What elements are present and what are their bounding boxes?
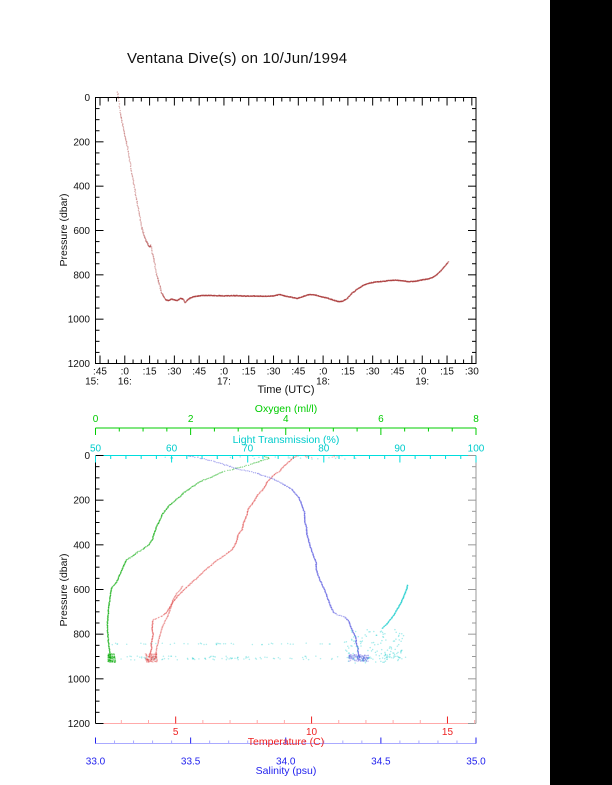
- cluster-transmission-plume-streak-upper: [111, 642, 331, 646]
- tick-label: :15: [242, 367, 256, 378]
- cluster-temperature-bottom-blob: [144, 653, 158, 663]
- tick-label: 1000: [68, 674, 91, 685]
- tick-label: 0: [84, 451, 90, 462]
- tick-label: 33.0: [86, 757, 106, 768]
- tick-label: 400: [73, 540, 90, 551]
- bottom-plot-y-axis-title: Pressure (dbar): [58, 553, 70, 627]
- oxygen-axis: 0 2 4 6 8: [93, 414, 479, 435]
- top-plot-y-axis-title: Pressure (dbar): [58, 193, 70, 267]
- tick-label: 60: [166, 444, 178, 455]
- tick-label: 35.0: [466, 757, 486, 768]
- tick-label: :0: [319, 367, 328, 378]
- salinity-axis-title: Salinity (psu): [255, 765, 317, 777]
- cluster-salinity-bottom-blob: [347, 653, 370, 663]
- tick-label: 33.5: [181, 757, 201, 768]
- tick-label: 5: [173, 727, 179, 738]
- tick-label: 200: [73, 496, 90, 507]
- cluster-transmission-bottom-cloud: [343, 628, 405, 664]
- tick-label: 0: [84, 93, 90, 104]
- tick-label: :45: [291, 367, 305, 378]
- tick-label: :30: [465, 367, 479, 378]
- tick-label: 18:: [316, 377, 330, 388]
- tick-label: 17:: [217, 377, 231, 388]
- tick-label: 200: [73, 137, 90, 148]
- series-transmission-deep-profile: [381, 584, 409, 630]
- tick-label: 70: [242, 444, 254, 455]
- tick-label: :30: [167, 367, 181, 378]
- tick-label: :0: [418, 367, 427, 378]
- bottom-plot-tick-labels: 0 200 400 600 800 1000 1200: [68, 451, 91, 730]
- tick-label: 800: [73, 630, 90, 641]
- temperature-axis: 5 10 15: [120, 716, 476, 738]
- tick-label: 8: [473, 414, 479, 425]
- top-plot-tick-labels: 020040060080010001200:45:0:15:30:45:0:15…: [68, 93, 479, 388]
- tick-label: :15: [341, 367, 355, 378]
- tick-label: :15: [143, 367, 157, 378]
- tick-label: 0: [93, 414, 99, 425]
- tick-label: 10: [306, 727, 318, 738]
- tick-label: 80: [318, 444, 330, 455]
- tick-label: :30: [267, 367, 281, 378]
- tick-label: 400: [73, 182, 90, 193]
- top-plot-x-axis-title: Time (UTC): [257, 384, 315, 396]
- series-temperature-downcast: [148, 455, 298, 658]
- tick-label: 19:: [415, 377, 429, 388]
- series-temperature-upcast: [154, 585, 184, 658]
- tick-label: :45: [391, 367, 405, 378]
- tick-label: 600: [73, 585, 90, 596]
- series-oxygen-profile: [106, 455, 270, 659]
- tick-label: :45: [93, 367, 107, 378]
- cluster-transmission-surface-scatter: [164, 455, 357, 460]
- bottom-plot-frame: [95, 455, 477, 724]
- bottom-plot-ticks: [95, 455, 476, 724]
- tick-label: 1200: [68, 719, 91, 730]
- right-filmstrip-bar: [550, 0, 612, 785]
- temperature-axis-title: Temperature (C): [247, 736, 325, 748]
- salinity-axis: 33.0 33.5 34.0 34.5 35.0: [86, 737, 486, 768]
- tick-label: :0: [121, 367, 130, 378]
- tick-label: 16:: [118, 377, 132, 388]
- series-dive-pressure-profile: [116, 91, 450, 304]
- tick-label: :15: [440, 367, 454, 378]
- tick-label: 1000: [68, 315, 91, 326]
- tick-label: 34.5: [371, 757, 391, 768]
- tick-label: :45: [192, 367, 206, 378]
- tick-label: 600: [73, 226, 90, 237]
- tick-label: 1200: [68, 359, 91, 370]
- tick-label: 4: [283, 414, 289, 425]
- page-title: Ventana Dive(s) on 10/Jun/1994: [127, 50, 348, 67]
- tick-label: 100: [468, 444, 485, 455]
- top-plot-ticks: [95, 97, 476, 364]
- top-plot-frame: [95, 97, 477, 364]
- light-transmission-axis: 50 60 70 80 90 100: [90, 444, 485, 463]
- tick-label: 2: [188, 414, 194, 425]
- tick-label: :30: [366, 367, 380, 378]
- tick-label: 90: [394, 444, 406, 455]
- tick-label: :0: [220, 367, 229, 378]
- tick-label: 800: [73, 270, 90, 281]
- cluster-temperature-surface-scatter: [304, 454, 338, 459]
- series-salinity-profile: [188, 455, 361, 659]
- oxygen-axis-title: Oxygen (ml/l): [254, 403, 318, 415]
- tick-label: 50: [90, 444, 102, 455]
- tick-label: 34.0: [276, 757, 296, 768]
- cluster-transmission-plume-streak-lower: [120, 655, 407, 661]
- cluster-oxygen-bottom-blob: [107, 653, 117, 664]
- tick-label: 15:: [85, 377, 99, 388]
- light-transmission-axis-title: Light Transmission (%): [232, 434, 340, 446]
- tick-label: 6: [378, 414, 384, 425]
- tick-label: 15: [442, 727, 454, 738]
